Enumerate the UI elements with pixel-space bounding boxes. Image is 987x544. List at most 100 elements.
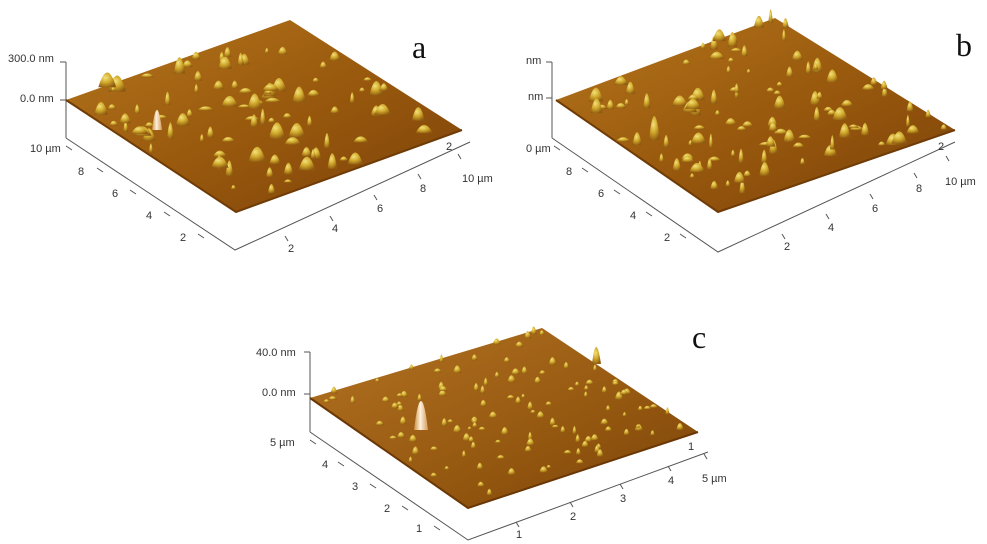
surface-peak xyxy=(689,173,695,178)
surface-peak xyxy=(860,122,870,136)
panel-c-left-tick-1: 5 µm xyxy=(270,437,295,449)
surface-peak xyxy=(727,57,735,62)
surface-peak xyxy=(620,389,629,395)
surface-peak xyxy=(572,425,577,434)
surface-peak xyxy=(761,149,768,163)
panel-a-z-label-zero: 0.0 nm xyxy=(20,93,54,105)
surface-peak xyxy=(374,378,380,382)
surface-peak xyxy=(741,121,754,127)
surface-peak xyxy=(838,123,851,138)
panel-a-left-axis: 10 µm 8 6 4 2 xyxy=(30,143,205,244)
surface-peak xyxy=(672,158,682,171)
surface-peak xyxy=(480,399,487,407)
surface-peak xyxy=(408,364,415,370)
surface-peak xyxy=(94,101,108,115)
surface-peak xyxy=(605,405,611,411)
surface-peak xyxy=(350,395,355,404)
panel-c-base-front xyxy=(309,431,709,541)
surface-peak xyxy=(590,434,599,441)
surface-peak xyxy=(905,114,910,127)
surface-peak xyxy=(130,126,149,134)
surface-peak xyxy=(248,146,266,162)
surface-peak xyxy=(408,456,413,463)
surface-peak xyxy=(585,379,594,385)
panel-b-front-tick-4: 8 xyxy=(916,183,922,195)
surface-peak xyxy=(362,77,373,81)
panel-c-right-spike xyxy=(592,347,601,364)
surface-peak xyxy=(925,109,931,118)
panel-b-z-label-zero: nm xyxy=(528,91,543,103)
surface-peak xyxy=(483,377,488,386)
surface-peak xyxy=(581,440,589,447)
surface-peak xyxy=(164,91,171,105)
panel-b-left-axis: 0 µm 8 6 4 2 xyxy=(526,143,687,244)
surface-peak xyxy=(782,18,789,28)
surface-peak xyxy=(288,123,306,138)
surface-peak xyxy=(211,156,229,168)
panel-c-peaks xyxy=(323,326,684,495)
surface-peak xyxy=(397,431,406,438)
surface-peak xyxy=(107,104,117,110)
surface-peak xyxy=(396,401,403,406)
surface-peak xyxy=(623,428,630,435)
surface-peak xyxy=(307,89,320,96)
surface-peak xyxy=(590,98,603,114)
surface-peak xyxy=(614,76,628,85)
surface-peak xyxy=(614,391,624,400)
surface-peak xyxy=(492,338,501,345)
surface-peak xyxy=(710,89,718,104)
surface-peak xyxy=(690,132,707,144)
surface-peak xyxy=(330,106,340,114)
surface-peak xyxy=(524,445,532,452)
surface-peak xyxy=(388,435,398,439)
surface-peak xyxy=(583,391,588,397)
surface-peak xyxy=(604,426,612,431)
panel-b-front-tick-5: 10 µm xyxy=(945,176,976,188)
surface-peak xyxy=(167,122,174,139)
surface-peak xyxy=(776,81,783,86)
surface-peak xyxy=(144,122,155,127)
surface-peak xyxy=(358,87,366,92)
panel-c-letter: c xyxy=(692,319,706,355)
surface-peak xyxy=(472,422,478,428)
surface-peak xyxy=(708,133,713,148)
surface-peak xyxy=(575,448,581,455)
surface-peak xyxy=(396,393,403,397)
surface-peak xyxy=(237,104,252,108)
panel-b-surface-edge xyxy=(555,99,956,214)
surface-peak xyxy=(635,424,640,428)
surface-peak xyxy=(328,396,337,400)
panel-b-z-label-top: nm xyxy=(526,55,541,67)
surface-peak xyxy=(433,368,442,373)
surface-peak xyxy=(349,92,355,103)
panel-b-left-tick-3: 6 xyxy=(598,188,604,200)
surface-peak xyxy=(611,379,620,383)
surface-peak xyxy=(375,420,384,426)
surface-peak xyxy=(269,154,281,164)
surface-peak xyxy=(545,401,553,406)
surface-peak xyxy=(536,411,545,418)
surface-peak xyxy=(526,438,535,446)
panel-b-left-tick-4: 4 xyxy=(630,210,636,222)
surface-peak xyxy=(267,117,276,123)
surface-peak xyxy=(567,386,575,391)
panel-a-left-tick-1: 10 µm xyxy=(30,143,61,155)
surface-peak xyxy=(500,426,509,435)
surface-peak xyxy=(792,142,805,148)
surface-peak xyxy=(182,60,193,68)
surface-peak xyxy=(548,357,557,365)
surface-peak xyxy=(734,83,739,93)
surface-peak xyxy=(515,396,522,404)
surface-peak xyxy=(622,411,627,417)
surface-peak xyxy=(560,426,566,433)
panel-a-base-front xyxy=(65,137,471,251)
surface-peak xyxy=(592,364,597,371)
surface-peak xyxy=(277,46,288,55)
surface-peak xyxy=(563,361,569,369)
panel-c: 40.0 nm 0.0 nm 5 µm 4 3 2 1 1 2 3 4 5 µm xyxy=(256,319,727,541)
surface-peak xyxy=(282,113,292,118)
surface-peak xyxy=(323,133,330,148)
panel-a-surface-edge xyxy=(65,99,463,214)
surface-peak xyxy=(738,148,744,163)
surface-peak xyxy=(671,95,688,106)
